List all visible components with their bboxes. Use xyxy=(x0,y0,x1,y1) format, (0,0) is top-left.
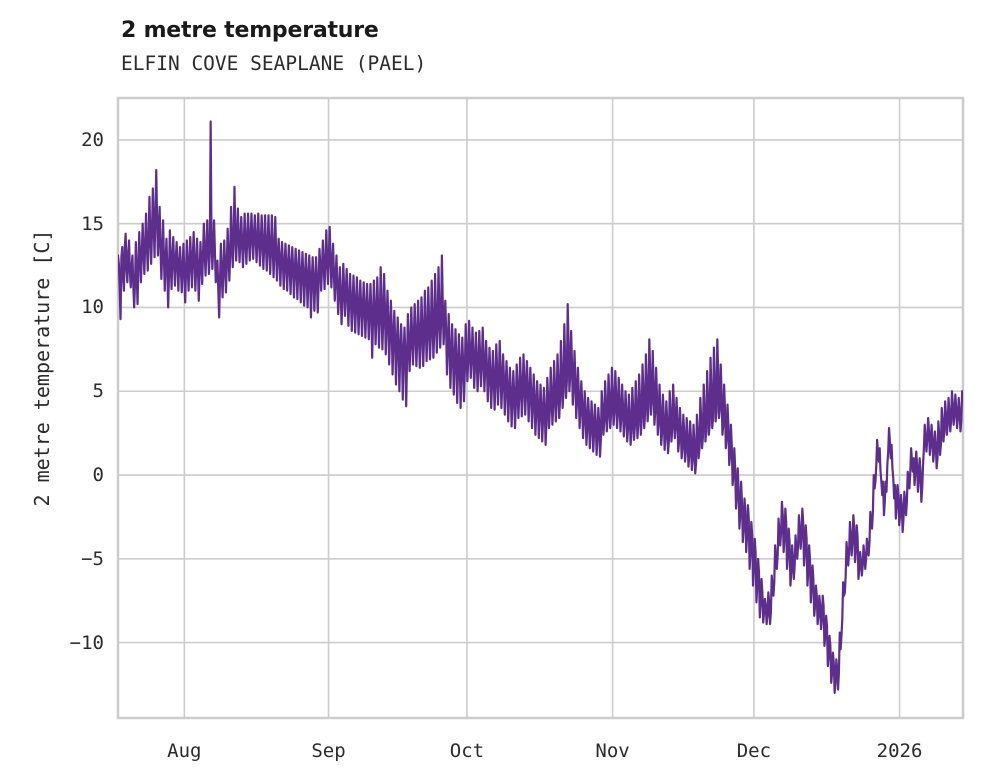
y-tick-label: 0 xyxy=(92,464,104,487)
x-tick-label: Dec xyxy=(736,740,772,762)
y-tick-label: 20 xyxy=(81,128,104,151)
x-tick-label: Nov xyxy=(595,740,630,762)
page-title: 2 metre temperature xyxy=(121,18,379,43)
plot-frame xyxy=(116,96,965,720)
temperature-series-line xyxy=(118,120,963,694)
gridlines xyxy=(118,98,963,718)
y-tick-label: −5 xyxy=(81,547,104,570)
x-tick-label: Oct xyxy=(449,740,485,762)
x-tick-label: Sep xyxy=(311,740,346,762)
y-tick-label: 5 xyxy=(92,380,104,403)
y-tick-label: −10 xyxy=(69,631,104,654)
chart-subtitle: ELFIN COVE SEAPLANE (PAEL) xyxy=(121,52,427,75)
y-tick-label: 10 xyxy=(81,296,104,319)
x-tick-label: 2026 xyxy=(876,740,923,762)
y-tick-label: 15 xyxy=(81,212,104,235)
x-tick-label: Aug xyxy=(167,740,202,762)
